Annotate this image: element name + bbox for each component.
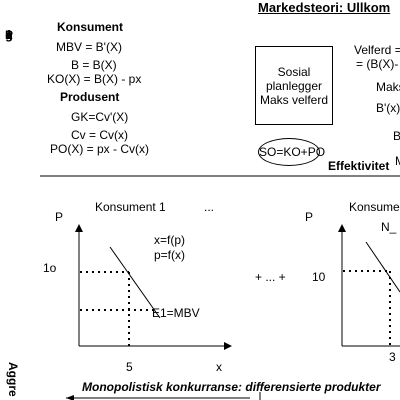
chart1-y-axis-label: P: [55, 210, 64, 224]
planner-box-line-3: Maks velferd: [259, 93, 329, 107]
chart1-eq-2: p=f(x): [154, 248, 186, 262]
so-ellipse: SO=KO+PO: [258, 138, 325, 166]
side-label-letter: e: [5, 28, 13, 42]
chart2-y-axis-label: P: [305, 210, 314, 224]
side-label-letter: e: [5, 28, 13, 42]
velferd-line-1: Velferd =: [354, 43, 400, 57]
chart2-demand-curve: [365, 241, 400, 293]
side-label-letter: g: [5, 28, 13, 42]
side-label-letter: l: [7, 28, 11, 42]
chart1-demand-curve: [109, 246, 161, 319]
side-label-letter: P: [4, 28, 13, 42]
produsent-line-po: PO(X) = px - Cv(x): [50, 142, 150, 156]
side-label-letter: l: [7, 28, 11, 42]
konsument-line-b: B = B(X): [71, 58, 117, 72]
produsent-line-gk: GK=Cv'(X): [71, 110, 129, 124]
planner-box-line-2: planlegger: [265, 79, 323, 93]
konsument-line-ko: KO(X) = B(X) - px: [47, 72, 142, 86]
social-planner-box: Sosial planlegger Maks velferd: [255, 46, 333, 125]
plus-ellipsis: + ... +: [255, 270, 286, 284]
chart1-curve-label: E1=MBV: [152, 306, 200, 320]
ellipse-label: SO=KO+PO: [259, 145, 326, 159]
chart2-curve-label: N_: [381, 220, 397, 234]
chart2-y-value: 10: [312, 270, 326, 284]
chart1-dots: ...: [204, 200, 215, 214]
velferd-line-5: B: [393, 129, 400, 143]
side-label-letter: n: [5, 28, 13, 42]
side-label-letter: g: [5, 28, 13, 42]
side-label-letter: a: [5, 28, 13, 42]
chart1-x-axis-label: x: [216, 360, 222, 374]
velferd-line-2: = (B(X)-: [356, 57, 399, 71]
konsument-line-mbv: MBV = B'(X): [56, 40, 122, 54]
konsument-heading: Konsument: [57, 20, 123, 34]
planner-box-line-1: Sosial: [277, 65, 311, 79]
chart1-eq-1: x=f(p): [154, 233, 186, 247]
velferd-line-4: B'(x): [376, 101, 400, 115]
produsent-line-cv: Cv = Cv(x): [71, 128, 128, 142]
chart2-title: Konsume: [349, 200, 400, 214]
bottom-arrow-head: [66, 395, 74, 400]
chart1-title: Konsument 1: [95, 200, 166, 214]
produsent-heading: Produsent: [60, 90, 120, 104]
velferd-line-3: Maks: [376, 80, 400, 94]
effektivitet-label: Effektivitet: [328, 159, 390, 173]
chart1-x-value: 5: [126, 360, 133, 374]
chart2-x-value: 3: [389, 350, 396, 364]
bottom-heading: Monopolistisk konkurranse: differensiert…: [82, 380, 381, 394]
chart1-y-value: 1o: [43, 261, 57, 275]
velferd-line-6: M: [395, 154, 400, 168]
side-label-letter: r: [6, 28, 12, 42]
page-title: Markedsteori: Ullkom: [258, 0, 391, 15]
